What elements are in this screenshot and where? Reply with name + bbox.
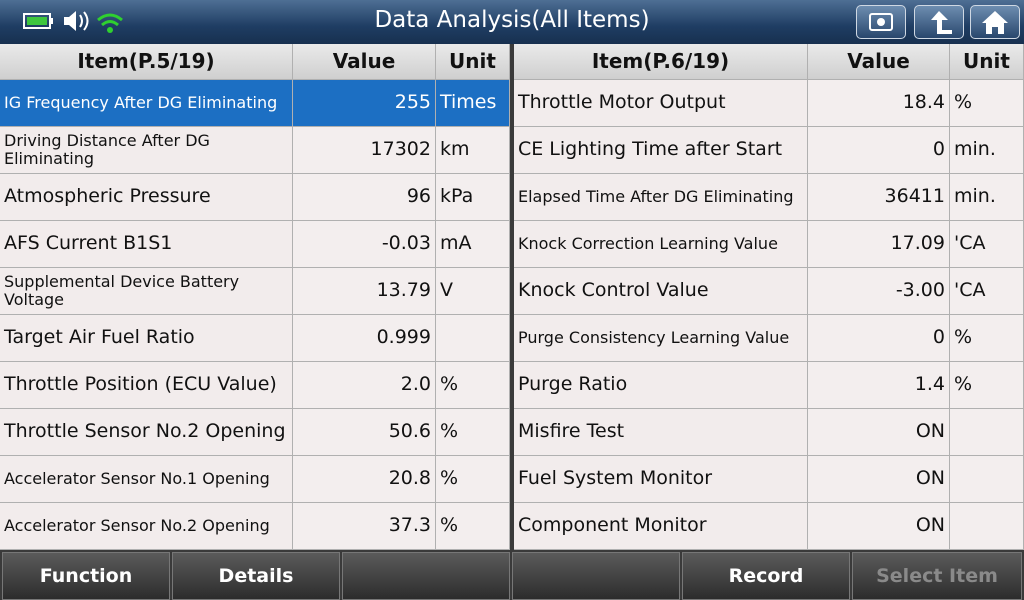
select-item-button[interactable]: Select Item bbox=[852, 552, 1022, 600]
item-cell[interactable]: Knock Correction Learning Value bbox=[514, 221, 808, 268]
value-cell[interactable]: ON bbox=[808, 456, 950, 503]
unit-cell[interactable]: min. bbox=[950, 174, 1024, 221]
details-button[interactable]: Details bbox=[172, 552, 340, 600]
value-cell[interactable]: 2.0 bbox=[293, 362, 436, 409]
value-cell[interactable]: 20.8 bbox=[293, 456, 436, 503]
unit-cell[interactable]: 'CA bbox=[950, 221, 1024, 268]
value-cell[interactable]: 17302 bbox=[293, 127, 436, 174]
empty-button[interactable] bbox=[512, 552, 680, 600]
header-bar: Data Analysis(All Items) bbox=[0, 0, 1024, 44]
value-cell[interactable]: 0 bbox=[808, 315, 950, 362]
value-cell[interactable]: 0.999 bbox=[293, 315, 436, 362]
value-cell[interactable]: 0 bbox=[808, 127, 950, 174]
item-cell[interactable]: CE Lighting Time after Start bbox=[514, 127, 808, 174]
item-cell[interactable]: Purge Ratio bbox=[514, 362, 808, 409]
item-cell[interactable]: Fuel System Monitor bbox=[514, 456, 808, 503]
item-cell[interactable]: Component Monitor bbox=[514, 503, 808, 550]
unit-cell[interactable]: % bbox=[950, 362, 1024, 409]
record-button[interactable]: Record bbox=[682, 552, 850, 600]
screenshot-button[interactable] bbox=[856, 5, 906, 39]
item-cell[interactable]: Knock Control Value bbox=[514, 268, 808, 315]
value-cell[interactable]: ON bbox=[808, 503, 950, 550]
title: Data Analysis(All Items) bbox=[374, 7, 650, 33]
unit-cell[interactable]: % bbox=[436, 409, 510, 456]
item-cell[interactable]: Misfire Test bbox=[514, 409, 808, 456]
item-cell[interactable]: Driving Distance After DG Eliminating bbox=[0, 127, 293, 174]
item-cell[interactable]: Elapsed Time After DG Eliminating bbox=[514, 174, 808, 221]
value-cell[interactable]: 37.3 bbox=[293, 503, 436, 550]
value-cell[interactable]: -0.03 bbox=[293, 221, 436, 268]
item-cell[interactable]: AFS Current B1S1 bbox=[0, 221, 293, 268]
home-button[interactable] bbox=[970, 5, 1020, 39]
value-cell[interactable]: 255 bbox=[293, 80, 436, 127]
item-cell[interactable]: Throttle Position (ECU Value) bbox=[0, 362, 293, 409]
unit-cell[interactable]: 'CA bbox=[950, 268, 1024, 315]
column-header: Value bbox=[808, 44, 950, 80]
unit-cell[interactable]: km bbox=[436, 127, 510, 174]
unit-cell[interactable]: % bbox=[950, 315, 1024, 362]
back-button[interactable] bbox=[914, 5, 964, 39]
item-cell[interactable]: Accelerator Sensor No.1 Opening bbox=[0, 456, 293, 503]
item-cell[interactable]: Atmospheric Pressure bbox=[0, 174, 293, 221]
right-table: Item(P.6/19) Value Unit Throttle Motor Outp… bbox=[514, 44, 1024, 550]
unit-cell[interactable]: % bbox=[436, 503, 510, 550]
value-cell[interactable]: 50.6 bbox=[293, 409, 436, 456]
item-cell[interactable]: Throttle Motor Output bbox=[514, 80, 808, 127]
item-cell[interactable]: Throttle Sensor No.2 Opening bbox=[0, 409, 293, 456]
value-cell[interactable]: 96 bbox=[293, 174, 436, 221]
value-cell[interactable]: 17.09 bbox=[808, 221, 950, 268]
item-cell[interactable]: IG Frequency After DG Eliminating bbox=[0, 80, 293, 127]
column-header: Item(P.6/19) bbox=[514, 44, 808, 80]
unit-cell[interactable] bbox=[950, 409, 1024, 456]
unit-cell[interactable]: % bbox=[950, 80, 1024, 127]
unit-cell[interactable]: kPa bbox=[436, 174, 510, 221]
unit-cell[interactable]: % bbox=[436, 362, 510, 409]
column-header: Unit bbox=[950, 44, 1024, 80]
column-header: Unit bbox=[436, 44, 510, 80]
unit-cell[interactable] bbox=[950, 456, 1024, 503]
status-icons bbox=[23, 11, 123, 33]
value-cell[interactable]: 18.4 bbox=[808, 80, 950, 127]
value-cell[interactable]: 13.79 bbox=[293, 268, 436, 315]
left-table: Item(P.5/19) Value Unit IG Frequency After … bbox=[0, 44, 510, 550]
unit-cell[interactable]: mA bbox=[436, 221, 510, 268]
item-cell[interactable]: Purge Consistency Learning Value bbox=[514, 315, 808, 362]
item-cell[interactable]: Supplemental Device Battery Voltage bbox=[0, 268, 293, 315]
value-cell[interactable]: 36411 bbox=[808, 174, 950, 221]
unit-cell[interactable] bbox=[436, 315, 510, 362]
unit-cell[interactable]: min. bbox=[950, 127, 1024, 174]
unit-cell[interactable]: % bbox=[436, 456, 510, 503]
value-cell[interactable]: ON bbox=[808, 409, 950, 456]
item-cell[interactable]: Accelerator Sensor No.2 Opening bbox=[0, 503, 293, 550]
item-cell[interactable]: Target Air Fuel Ratio bbox=[0, 315, 293, 362]
value-cell[interactable]: -3.00 bbox=[808, 268, 950, 315]
column-header: Item(P.5/19) bbox=[0, 44, 293, 80]
unit-cell[interactable] bbox=[950, 503, 1024, 550]
unit-cell[interactable]: V bbox=[436, 268, 510, 315]
value-cell[interactable]: 1.4 bbox=[808, 362, 950, 409]
function-button[interactable]: Function bbox=[2, 552, 170, 600]
unit-cell[interactable]: Times bbox=[436, 80, 510, 127]
column-header: Value bbox=[293, 44, 436, 80]
empty-button[interactable] bbox=[342, 552, 510, 600]
